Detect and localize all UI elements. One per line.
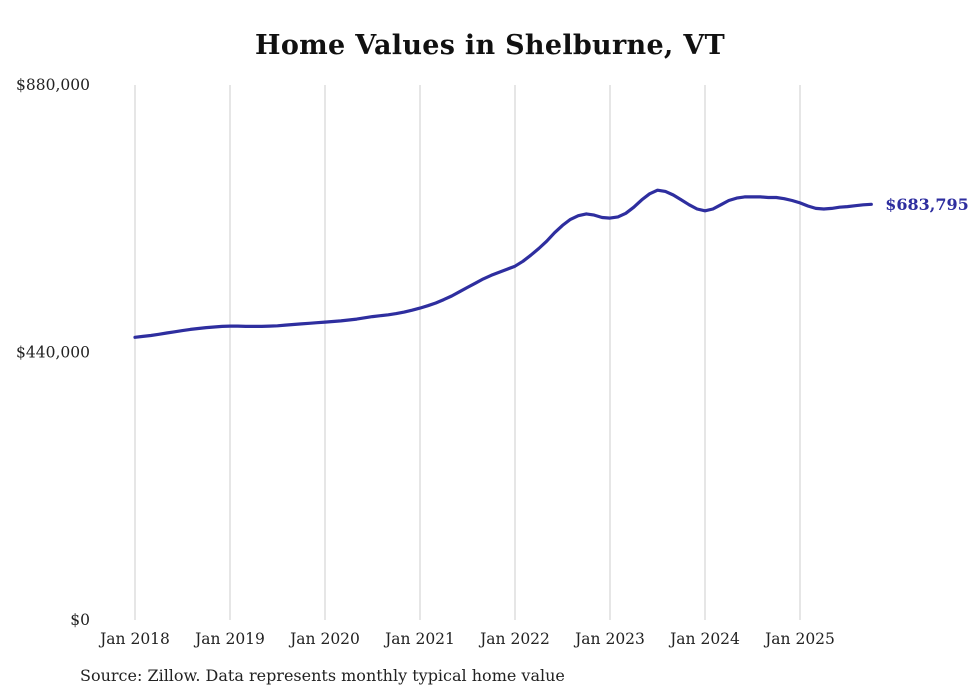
y-tick-label: $0 [70, 611, 90, 629]
x-tick-label: Jan 2025 [763, 630, 835, 648]
final-value-label: $683,795 [885, 195, 969, 214]
x-tick-label: Jan 2018 [98, 630, 170, 648]
source-note: Source: Zillow. Data represents monthly … [80, 666, 565, 685]
chart-canvas: Jan 2018 Jan 2019 Jan 2020 Jan 2021 Jan 2022… [16, 76, 969, 648]
x-tick-label: Jan 2022 [478, 630, 550, 648]
y-tick-label: $880,000 [16, 76, 90, 94]
x-tick-label: Jan 2023 [573, 630, 645, 648]
x-tick-label: Jan 2019 [193, 630, 265, 648]
value-line [133, 188, 873, 339]
x-tick-label: Jan 2024 [668, 630, 740, 648]
chart-title: Home Values in Shelburne, VT [255, 30, 725, 61]
x-tick-label: Jan 2020 [288, 630, 360, 648]
y-tick-label: $440,000 [16, 344, 90, 362]
x-tick-label: Jan 2021 [383, 630, 455, 648]
